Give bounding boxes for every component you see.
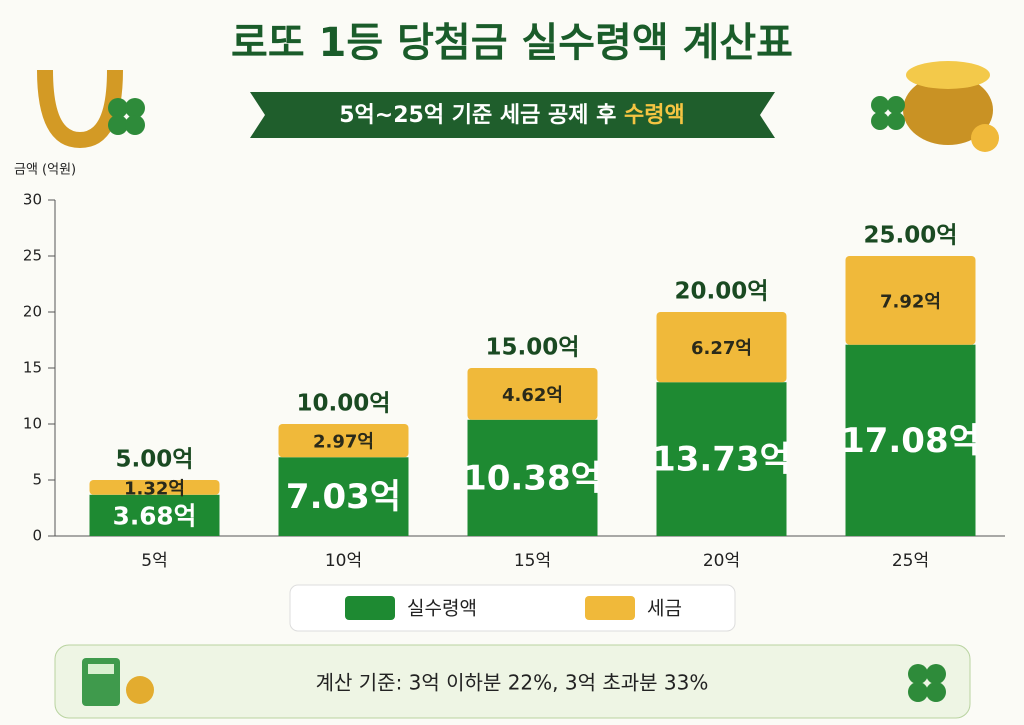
bar-segment bbox=[656, 382, 787, 536]
note-box bbox=[54, 644, 971, 719]
y-tick-label: 10 bbox=[23, 415, 42, 433]
x-tick-label: 10억 bbox=[325, 551, 362, 571]
calculator bbox=[82, 658, 154, 706]
bar-segment bbox=[845, 344, 976, 536]
note: 계산 기준: 3억 이하분 22%, 3억 초과분 33% bbox=[316, 671, 709, 695]
value-label: 2.97억 bbox=[313, 432, 374, 453]
bar-segment bbox=[656, 312, 787, 383]
value-label: 1.32억 bbox=[124, 478, 185, 499]
gold-pot bbox=[903, 61, 999, 152]
value-label: 13.73억 bbox=[652, 440, 791, 480]
total-label: 10.00억 bbox=[297, 391, 391, 417]
bar-segment bbox=[845, 256, 976, 345]
y-tick-label: 25 bbox=[23, 247, 42, 265]
subtitle-highlight: 수령액 bbox=[624, 103, 685, 128]
subtitle: 5억~25억 기준 세금 공제 후 수령액 bbox=[339, 103, 685, 128]
total-label: 20.00억 bbox=[675, 279, 769, 305]
y-tick-label: 5 bbox=[32, 471, 42, 489]
y-tick-label: 30 bbox=[23, 191, 42, 209]
clover-left bbox=[108, 98, 145, 135]
x-tick-label: 5억 bbox=[141, 551, 167, 571]
legend-swatch bbox=[345, 596, 395, 620]
legend-swatch bbox=[585, 596, 635, 620]
y-tick-label: 0 bbox=[32, 527, 42, 545]
y-tick-label: 20 bbox=[23, 303, 42, 321]
total-label: 15.00억 bbox=[486, 335, 580, 361]
clover-note bbox=[908, 664, 946, 702]
x-tick-label: 25억 bbox=[892, 551, 929, 571]
value-label: 7.03억 bbox=[286, 477, 401, 517]
value-label: 7.92억 bbox=[880, 291, 941, 312]
y-tick-label: 15 bbox=[23, 359, 42, 377]
chart-title: 로또 1등 당첨금 실수령액 계산표 bbox=[231, 20, 793, 66]
value-label: 17.08억 bbox=[841, 421, 980, 461]
bar-segment bbox=[278, 457, 409, 536]
value-label: 3.68억 bbox=[113, 501, 197, 530]
x-tick-label: 20억 bbox=[703, 551, 740, 571]
clover-right bbox=[871, 96, 905, 130]
bar-segment bbox=[89, 494, 220, 536]
bar-segment bbox=[467, 419, 598, 536]
value-label: 4.62억 bbox=[502, 385, 563, 406]
bar-segment bbox=[278, 424, 409, 458]
value-label: 10.38억 bbox=[463, 458, 602, 498]
legend-label: 세금 bbox=[647, 598, 682, 620]
subtitle-ribbon bbox=[250, 92, 775, 138]
bar-segment bbox=[467, 368, 598, 420]
legend-label: 실수령액 bbox=[407, 598, 477, 620]
subtitle-main: 5억~25억 기준 세금 공제 후 bbox=[339, 103, 616, 128]
total-label: 5.00억 bbox=[116, 447, 194, 473]
total-label: 25.00억 bbox=[864, 223, 958, 249]
value-label: 6.27억 bbox=[691, 338, 752, 359]
y-axis-label: 금액 (억원) bbox=[14, 163, 76, 178]
bar-segment bbox=[89, 480, 220, 495]
x-tick-label: 15억 bbox=[514, 551, 551, 571]
